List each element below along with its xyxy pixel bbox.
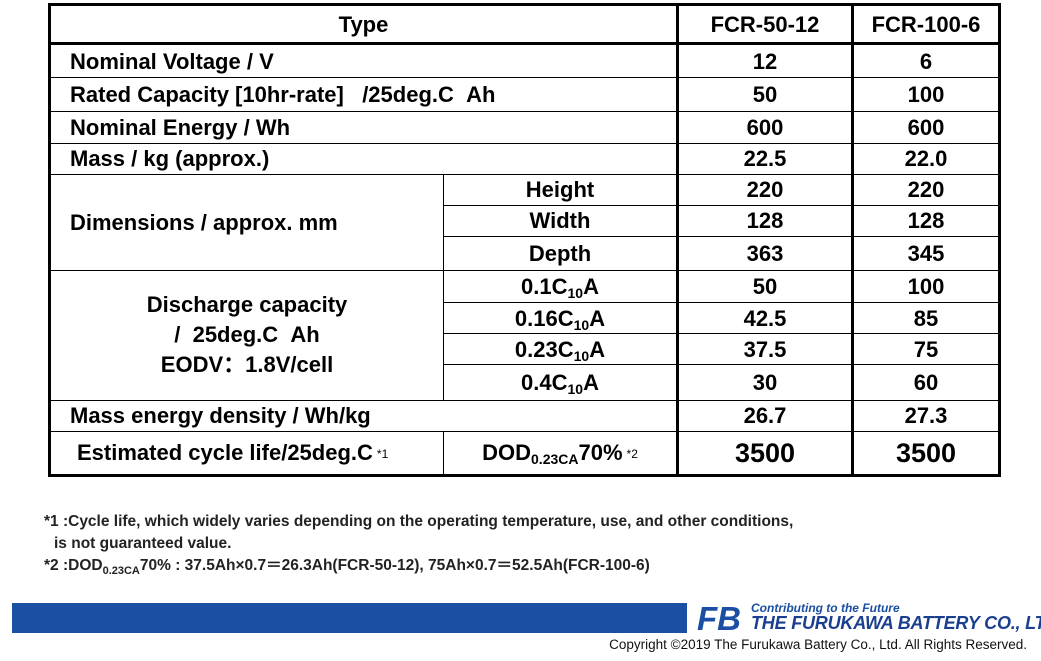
footnote-1-line1: *1 :Cycle life, which widely varies depe…: [44, 513, 794, 530]
discharge-rate-label: 0.23C10A: [443, 333, 678, 366]
dimensions-label: Dimensions / approx. mm: [48, 173, 444, 272]
dimension-depth-b: 345: [851, 235, 1001, 272]
discharge-rate-label: 0.4C10A: [443, 364, 678, 401]
discharge-label: Discharge capacity / 25deg.C Ah EODV：1.8…: [48, 270, 444, 401]
mass-energy-density-b: 27.3: [851, 399, 1001, 432]
rated-capacity-label: Rated Capacity [10hr-rate] /25deg.C Ah: [48, 77, 678, 113]
dimension-height-a: 220: [676, 173, 853, 206]
tagline: Contributing to the Future: [751, 601, 900, 615]
footer-blue-bar: [12, 603, 687, 633]
rated-capacity-b: 100: [851, 77, 1001, 113]
spec-table: Type FCR-50-12 FCR-100-6 Nominal Voltage…: [48, 2, 1001, 478]
dimension-height-label: Height: [443, 173, 678, 206]
dimension-width-a: 128: [676, 204, 853, 237]
dimension-depth-a: 363: [676, 235, 853, 272]
cycle-life-dod: DOD0.23CA70% *2: [443, 430, 678, 478]
discharge-label-line1: Discharge capacity: [146, 292, 348, 318]
discharge-a: 37.5: [676, 333, 853, 366]
discharge-b: 60: [851, 364, 1001, 401]
nominal-energy-label: Nominal Energy / Wh: [48, 111, 678, 144]
rated-capacity-a: 50: [676, 77, 853, 113]
dimension-height-b: 220: [851, 173, 1001, 206]
discharge-b: 85: [851, 302, 1001, 335]
mass-label: Mass / kg (approx.): [48, 142, 678, 175]
nominal-energy-b: 600: [851, 111, 1001, 144]
fb-logo-icon: FB: [697, 600, 741, 634]
footnote-1-line2: is not guaranteed value.: [54, 535, 232, 552]
copyright: Copyright ©2019 The Furukawa Battery Co.…: [609, 637, 1027, 652]
discharge-a: 50: [676, 270, 853, 304]
discharge-rate-label: 0.16C10A: [443, 302, 678, 335]
discharge-label-line2: / 25deg.C Ah: [174, 322, 320, 348]
cycle-life-b: 3500: [851, 430, 1001, 478]
nominal-voltage-b: 6: [851, 42, 1001, 79]
mass-energy-density-label: Mass energy density / Wh/kg: [48, 399, 678, 432]
company-name: THE FURUKAWA BATTERY CO., LTD.: [751, 613, 1041, 633]
cycle-life-a: 3500: [676, 430, 853, 478]
mass-a: 22.5: [676, 142, 853, 175]
discharge-b: 75: [851, 333, 1001, 366]
header-type: Type: [48, 2, 678, 45]
discharge-a: 30: [676, 364, 853, 401]
cycle-life-label: Estimated cycle life/25deg.C *1: [48, 430, 444, 478]
discharge-label-line3: EODV：1.8V/cell: [160, 352, 334, 378]
mass-energy-density-a: 26.7: [676, 399, 853, 432]
nominal-energy-a: 600: [676, 111, 853, 144]
discharge-rate-label: 0.1C10A: [443, 270, 678, 304]
discharge-b: 100: [851, 270, 1001, 304]
dimension-depth-label: Depth: [443, 235, 678, 272]
footnote-2: *2 :DOD0.23CA70% : 37.5Ah×0.7＝26.3Ah(FCR…: [44, 557, 650, 577]
nominal-voltage-label: Nominal Voltage / V: [48, 42, 678, 79]
header-model-a: FCR-50-12: [676, 2, 853, 45]
nominal-voltage-a: 12: [676, 42, 853, 79]
footnotes: *1 :Cycle life, which widely varies depe…: [44, 511, 793, 577]
fb-logo-text: FB: [697, 600, 741, 634]
company-logo: FB Contributing to the Future THE FURUKA…: [695, 600, 1041, 636]
mass-b: 22.0: [851, 142, 1001, 175]
dimension-width-b: 128: [851, 204, 1001, 237]
header-model-b: FCR-100-6: [851, 2, 1001, 45]
dimension-width-label: Width: [443, 204, 678, 237]
discharge-a: 42.5: [676, 302, 853, 335]
